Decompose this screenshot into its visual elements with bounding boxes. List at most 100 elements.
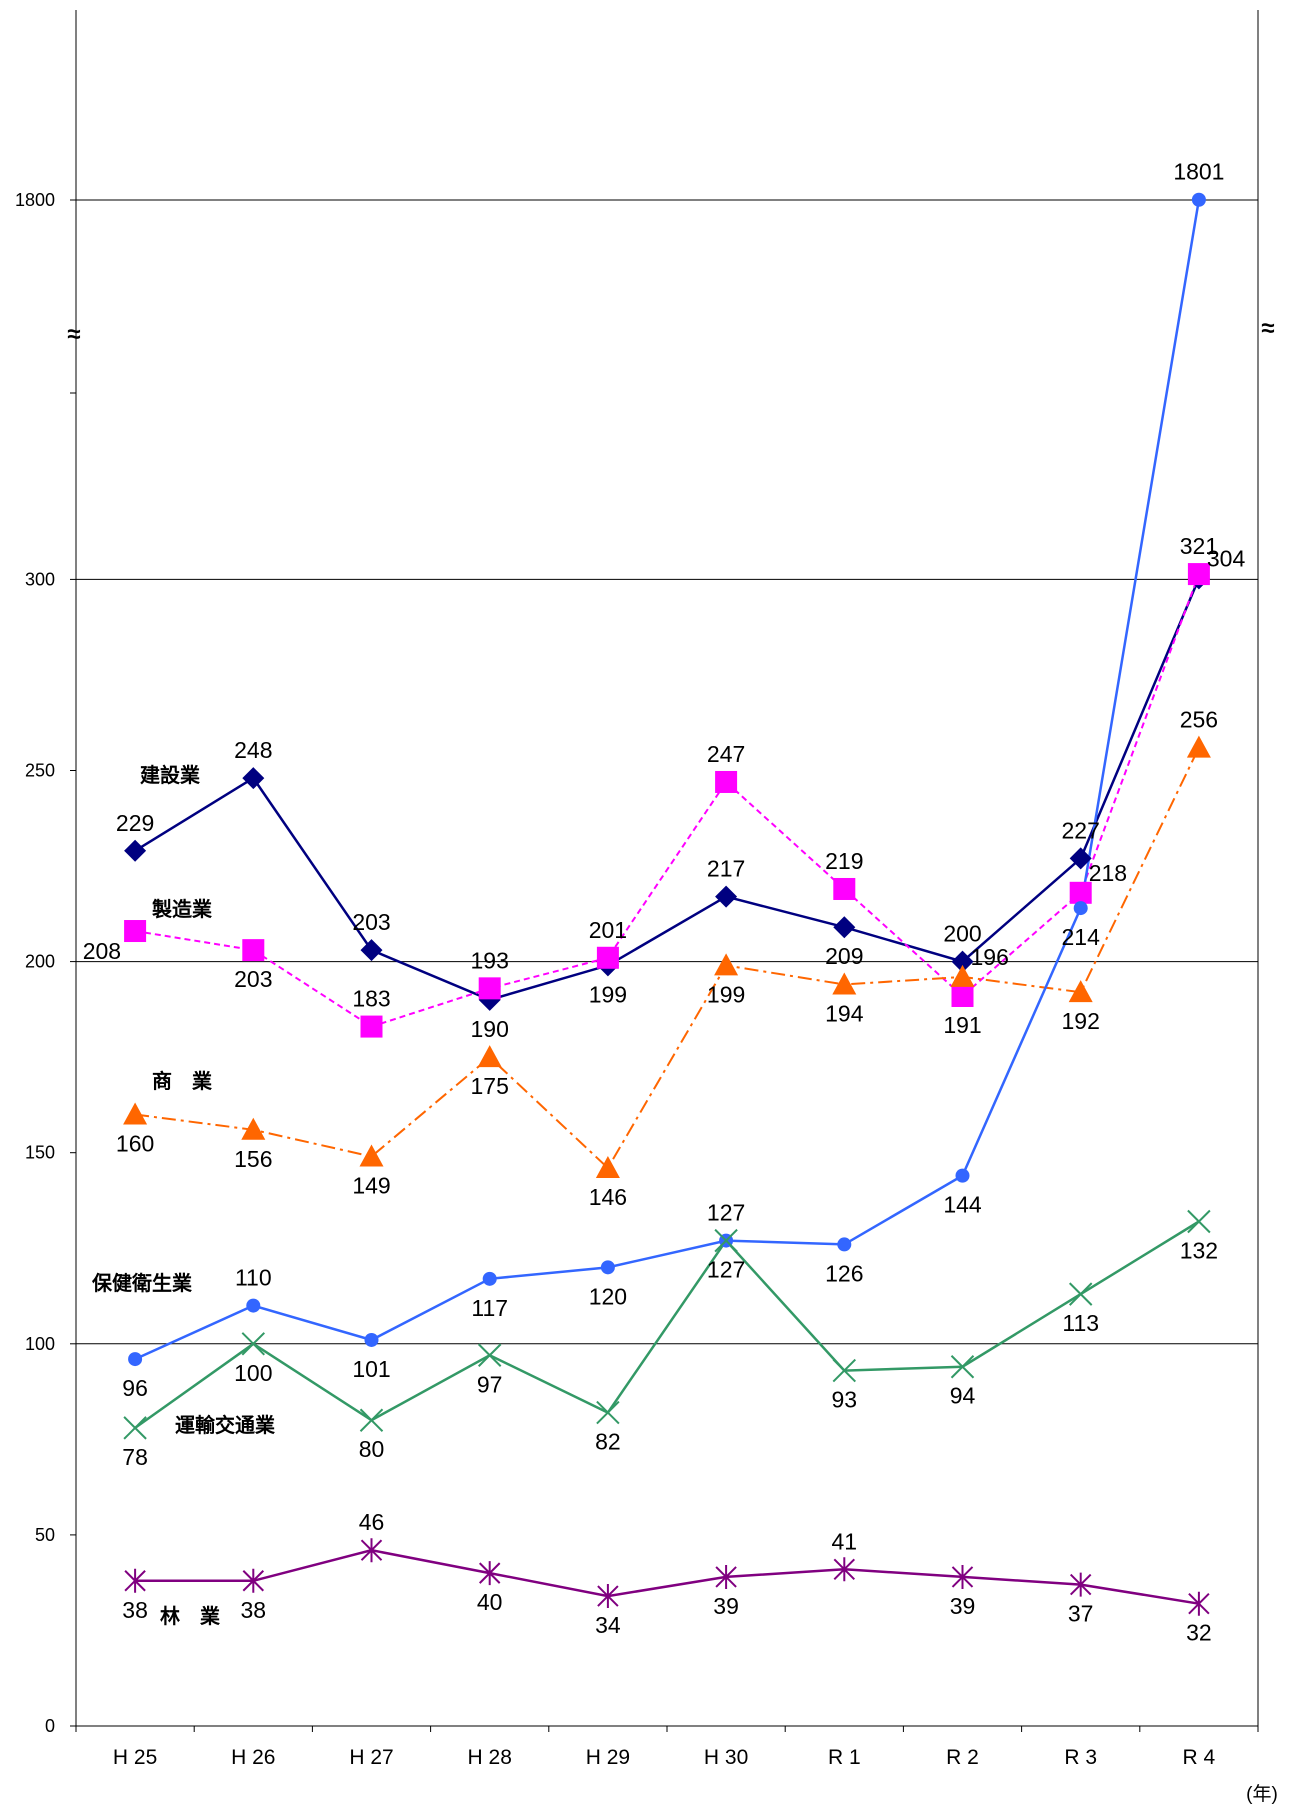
data-markers	[123, 192, 1211, 1616]
data-point-asterisk	[597, 1584, 619, 1609]
data-label: 96	[122, 1375, 148, 1401]
data-point-square	[478, 977, 501, 1000]
data-label: 218	[1089, 860, 1127, 886]
data-point-triangle	[1186, 735, 1211, 758]
data-point-x	[950, 1355, 975, 1379]
data-label: 94	[950, 1383, 976, 1409]
data-label: 190	[471, 1016, 509, 1042]
data-point-asterisk	[1188, 1591, 1210, 1616]
data-point-triangle	[241, 1117, 266, 1140]
x-tick-label: H 28	[468, 1746, 512, 1769]
data-point-triangle	[832, 972, 857, 995]
data-label: 39	[950, 1593, 976, 1619]
data-point-x	[714, 1228, 738, 1253]
y-tick-label: 300	[25, 569, 55, 589]
data-point-square	[360, 1015, 383, 1038]
data-point-asterisk	[833, 1557, 856, 1582]
data-point-circle	[246, 1298, 261, 1313]
data-label: 200	[943, 921, 981, 947]
data-point-circle	[482, 1271, 497, 1286]
series-name-label: 商 業	[152, 1069, 213, 1093]
data-point-asterisk	[242, 1568, 265, 1593]
x-tick-label: R 3	[1064, 1746, 1097, 1769]
data-point-triangle	[123, 1102, 148, 1125]
y-tick-label: 200	[25, 952, 55, 972]
data-labels: 229 248 203 190 199 217 209 200 227 304 208 203 183 1…	[83, 159, 1246, 1646]
x-unit-label: (年)	[1246, 1783, 1278, 1805]
data-label: 78	[122, 1444, 148, 1470]
data-label: 199	[589, 981, 627, 1007]
y-tick-label: 0	[45, 1716, 55, 1736]
x-tick-label: H 26	[231, 1746, 275, 1769]
data-label: 127	[707, 1200, 745, 1226]
data-point-square	[124, 920, 147, 943]
data-label: 110	[235, 1265, 272, 1291]
x-tick-label: H 25	[113, 1746, 157, 1769]
data-label: 132	[1180, 1237, 1218, 1263]
data-label: 34	[595, 1612, 621, 1638]
data-label: 196	[971, 944, 1009, 970]
data-label: 160	[116, 1130, 154, 1156]
series-line-2	[134, 747, 1200, 1170]
data-label: 117	[471, 1295, 508, 1321]
data-label: 127	[707, 1257, 745, 1283]
data-point-square	[1069, 881, 1092, 904]
data-point-diamond	[124, 839, 147, 862]
data-point-x	[241, 1332, 266, 1356]
data-label: 227	[1062, 817, 1100, 843]
data-point-square	[242, 939, 265, 962]
data-label: 120	[589, 1283, 627, 1309]
x-tick-label: R 2	[946, 1746, 979, 1769]
data-label: 41	[832, 1528, 858, 1554]
data-point-triangle	[359, 1144, 384, 1167]
data-point-circle	[837, 1237, 852, 1252]
data-label: 126	[825, 1260, 863, 1286]
series-line-3	[134, 199, 1201, 1361]
data-point-square	[951, 984, 974, 1007]
data-point-asterisk	[1069, 1572, 1092, 1597]
data-label: 1801	[1173, 159, 1224, 185]
data-point-diamond	[242, 767, 265, 790]
data-label: 248	[234, 737, 272, 763]
data-point-circle	[600, 1260, 615, 1275]
data-point-diamond	[833, 916, 856, 939]
data-label: 209	[825, 943, 863, 969]
data-label: 156	[234, 1146, 272, 1172]
data-label: 192	[1062, 1008, 1100, 1034]
data-label: 32	[1186, 1620, 1212, 1646]
data-label: 149	[352, 1173, 390, 1199]
data-label: 40	[477, 1589, 503, 1615]
data-point-triangle	[1068, 980, 1093, 1003]
data-label: 82	[595, 1429, 621, 1455]
y-tick-label: 50	[35, 1525, 55, 1545]
data-point-circle	[128, 1352, 143, 1367]
data-point-x	[359, 1408, 384, 1432]
data-label: 229	[116, 810, 154, 836]
data-label: 191	[943, 1012, 981, 1038]
data-label: 219	[825, 848, 863, 874]
series-line-4	[134, 1220, 1200, 1429]
data-point-asterisk	[951, 1564, 974, 1589]
axis-break-mark-right: ≈	[1261, 315, 1274, 342]
data-label: 214	[1062, 924, 1101, 950]
x-tick-label: H 30	[704, 1746, 748, 1769]
data-label: 80	[359, 1436, 385, 1462]
data-point-square	[715, 770, 738, 793]
x-tick-label: R 1	[828, 1746, 861, 1769]
series-line-5	[135, 1548, 1200, 1605]
series-name-label: 建設業	[140, 763, 201, 787]
x-tick-label: H 27	[349, 1746, 393, 1769]
data-point-x	[477, 1343, 502, 1367]
data-point-circle	[1073, 901, 1088, 916]
data-point-triangle	[714, 953, 739, 976]
series-line-0	[134, 577, 1201, 1002]
series-line-1	[134, 573, 1200, 1028]
data-point-triangle	[950, 964, 975, 987]
data-label: 101	[352, 1356, 390, 1382]
data-label: 217	[707, 856, 745, 882]
data-label: 199	[707, 981, 745, 1007]
data-label: 100	[234, 1360, 272, 1386]
y-tick-label: 150	[25, 1143, 55, 1163]
